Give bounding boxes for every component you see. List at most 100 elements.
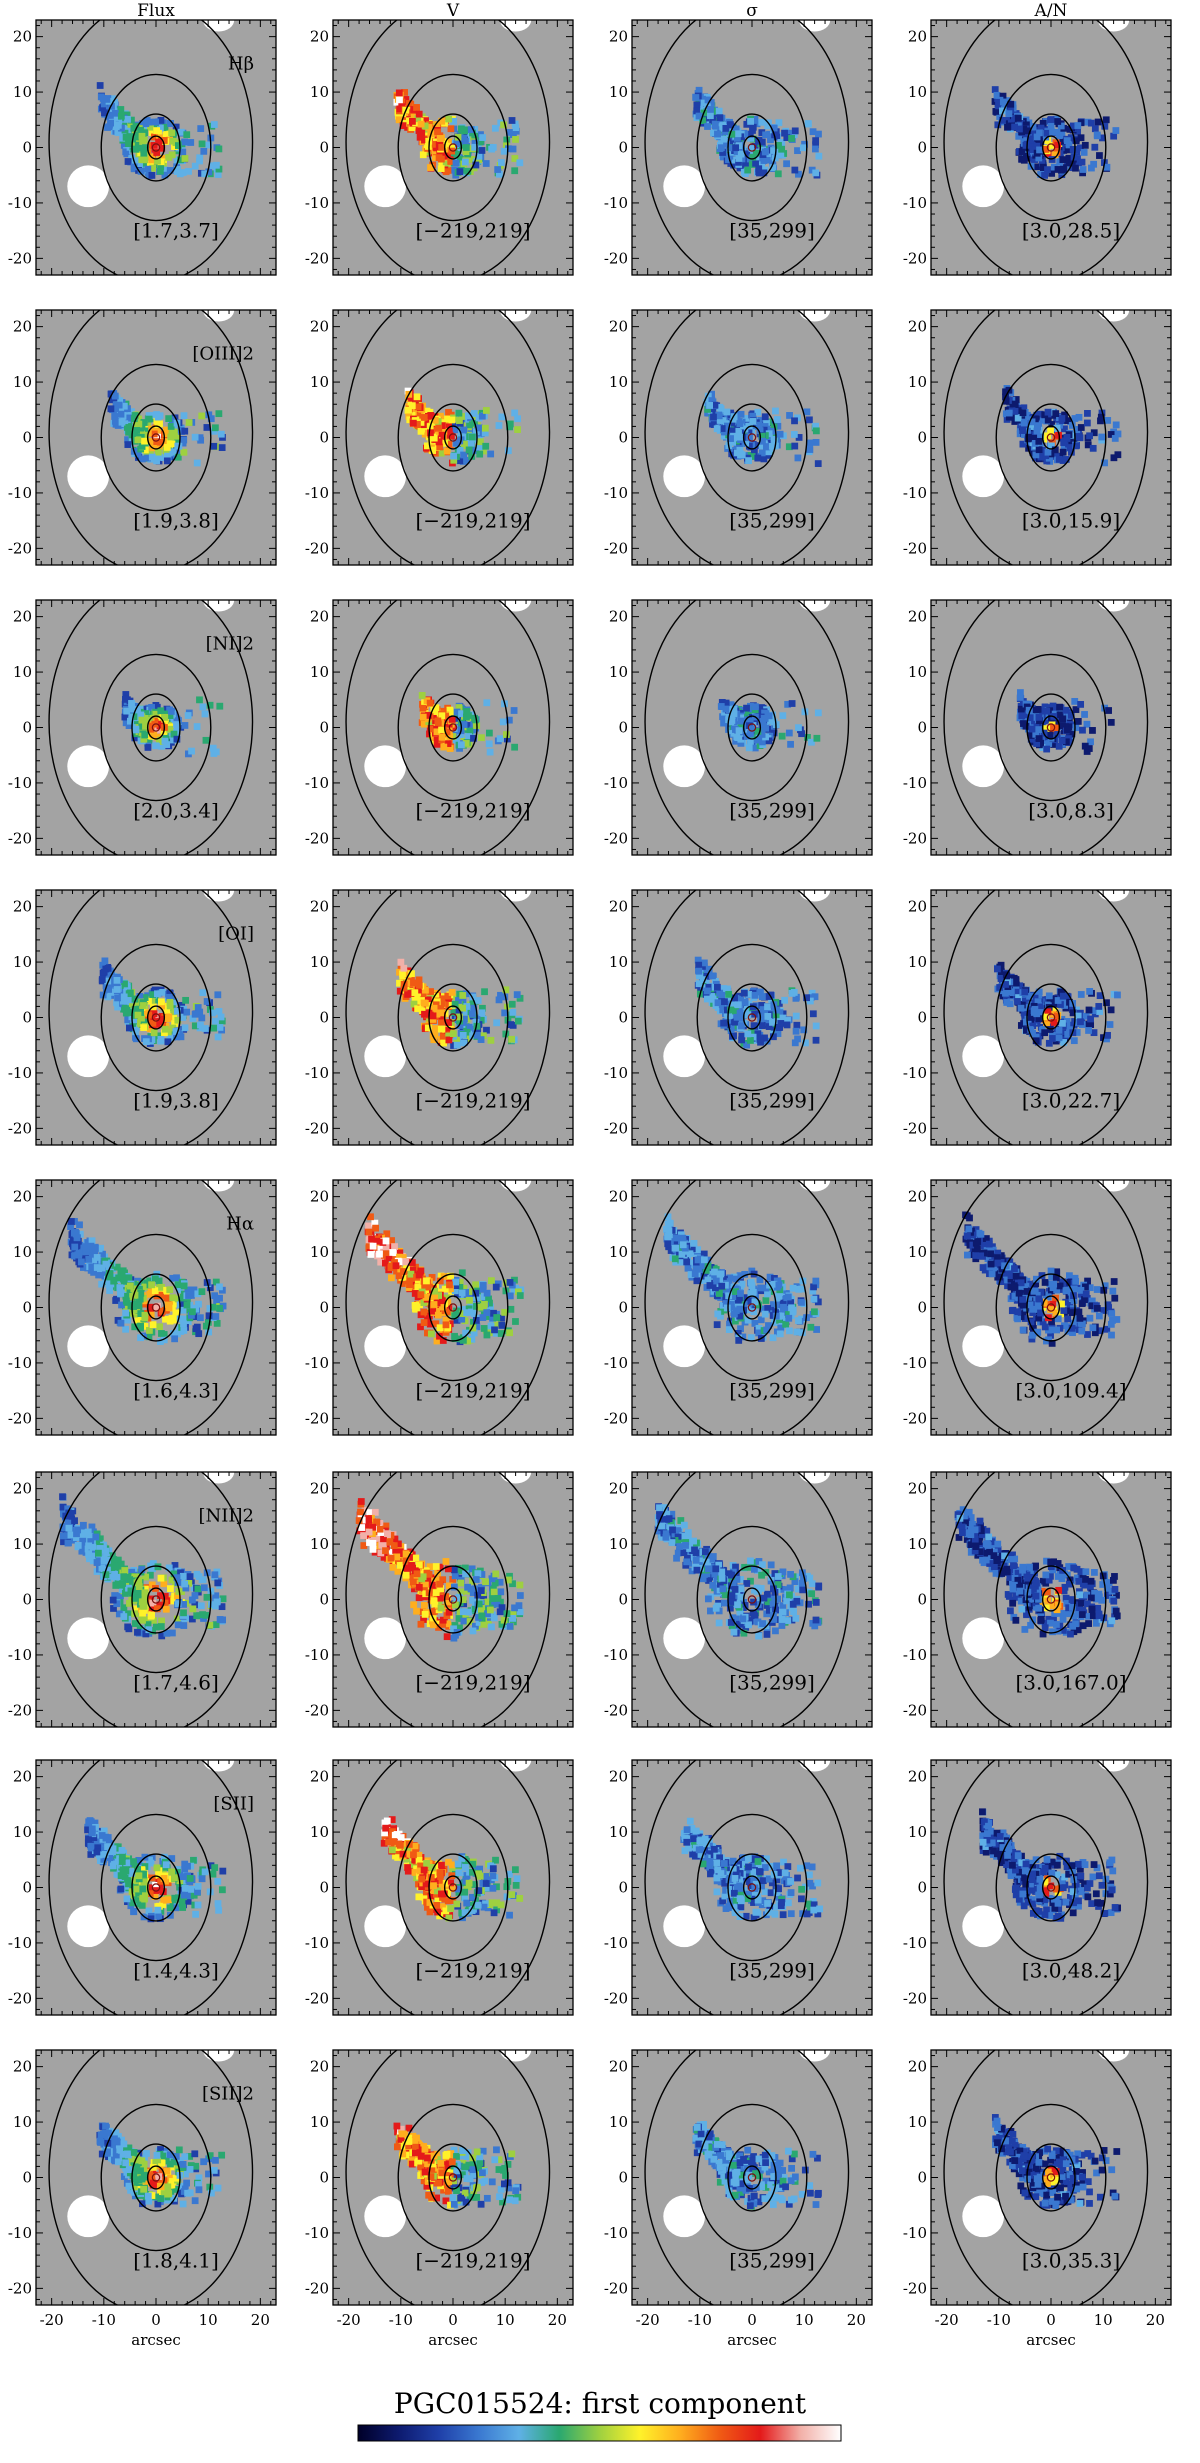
map-spaxel <box>472 447 480 454</box>
map-spaxel <box>720 719 727 727</box>
y-tick-label: -10 <box>8 774 32 792</box>
map-spaxel <box>161 166 169 174</box>
map-spaxel <box>760 714 768 722</box>
map-spaxel <box>436 149 444 157</box>
y-tick-label: 10 <box>310 663 329 681</box>
map-spaxel <box>218 444 226 451</box>
map-spaxel <box>512 136 519 143</box>
map-spaxel <box>1030 431 1037 439</box>
map-spaxel <box>1046 711 1054 718</box>
map-spaxel <box>1044 166 1051 174</box>
column-title: V <box>446 1 460 21</box>
map-spaxel <box>181 155 189 162</box>
map-spaxel <box>117 410 125 418</box>
map-spaxel <box>210 427 218 435</box>
map-spaxel <box>737 739 745 747</box>
map-spaxel <box>765 712 773 720</box>
map-spaxel <box>125 428 132 436</box>
map-spaxel <box>1044 137 1051 145</box>
center-marker <box>151 143 161 152</box>
map-spaxel <box>205 168 213 176</box>
map-spaxel <box>699 117 707 124</box>
map-spaxel <box>732 726 739 733</box>
y-tick-label: -10 <box>305 194 329 212</box>
map-spaxel <box>995 102 1002 110</box>
map-spaxel <box>158 1002 166 1010</box>
map-spaxel <box>123 424 131 431</box>
map-spaxel <box>1098 409 1106 417</box>
map-spaxel <box>1050 163 1058 171</box>
map-spaxel <box>772 407 779 415</box>
map-spaxel <box>741 434 749 441</box>
map-spaxel <box>756 169 763 177</box>
map-spaxel <box>132 725 140 733</box>
map-spaxel <box>767 136 774 144</box>
map-spaxel <box>153 127 161 134</box>
isophote-contour <box>100 73 212 222</box>
map-spaxel <box>1068 440 1076 447</box>
map-spaxel <box>1071 697 1079 705</box>
map-spaxel <box>475 152 483 160</box>
map-spaxel <box>1064 417 1072 425</box>
map-spaxel <box>495 422 503 429</box>
map-spaxel <box>736 420 744 428</box>
map-spaxel <box>138 132 146 140</box>
map-spaxel <box>132 136 140 144</box>
map-spaxel <box>1107 718 1115 726</box>
map-spaxel <box>169 448 177 456</box>
map-spaxel <box>396 105 404 113</box>
y-tick-label: 10 <box>310 373 329 391</box>
map-spaxel <box>754 736 761 744</box>
map-spaxel <box>1075 159 1082 167</box>
map-spaxel <box>173 1007 181 1015</box>
map-spaxel <box>146 160 154 168</box>
map-spaxel <box>1054 128 1062 136</box>
map-spaxel <box>1023 121 1030 129</box>
map-spaxel <box>745 708 752 716</box>
map-spaxel <box>150 412 157 419</box>
map-spaxel <box>750 144 758 152</box>
isophote-contour <box>345 600 551 855</box>
map-spaxel <box>434 717 442 725</box>
map-spaxel <box>1059 156 1067 163</box>
map-spaxel <box>1104 417 1112 424</box>
map-spaxel <box>1089 444 1097 452</box>
map-spaxel <box>1020 156 1028 164</box>
map-spaxel <box>496 735 504 743</box>
map-spaxel <box>476 424 483 432</box>
map-spaxel <box>1110 454 1118 462</box>
masked-region <box>364 165 407 208</box>
map-spaxel <box>138 455 146 463</box>
map-spaxel <box>1044 408 1052 416</box>
map-spaxel <box>510 131 517 139</box>
map-spaxel <box>157 163 165 171</box>
map-spaxel <box>203 998 211 1005</box>
map-spaxel <box>179 1014 187 1021</box>
isophote-contour <box>742 715 762 740</box>
map-spaxel <box>1018 712 1026 720</box>
isophote-contour <box>131 983 181 1052</box>
y-tick-label: 0 <box>22 719 32 737</box>
map-spaxel <box>417 120 425 128</box>
map-spaxel <box>1093 131 1101 139</box>
map-spaxel <box>806 446 814 453</box>
map-spaxel <box>184 712 192 719</box>
map-spaxel <box>1083 419 1091 427</box>
map-spaxel <box>209 744 217 752</box>
map-spaxel <box>120 402 128 410</box>
map-spaxel <box>161 737 169 745</box>
range-label: [35,299] <box>729 219 815 243</box>
map-spaxel <box>450 117 458 125</box>
panel-grid: -20-1001020Hβ[1.7,3.7]-20-1001020[−219,2… <box>8 19 1172 2306</box>
isophote-contour <box>146 1005 166 1030</box>
map-spaxel <box>1019 427 1027 434</box>
map-spaxel <box>732 737 740 745</box>
map-spaxel <box>695 86 703 94</box>
map-spaxel <box>992 108 1000 115</box>
map-spaxel <box>462 148 470 155</box>
isophote-contour <box>1026 403 1076 472</box>
map-spaxel <box>715 411 723 419</box>
isophote-contour <box>696 363 808 512</box>
map-spaxel <box>1063 726 1071 734</box>
map-spaxel <box>1088 164 1095 172</box>
